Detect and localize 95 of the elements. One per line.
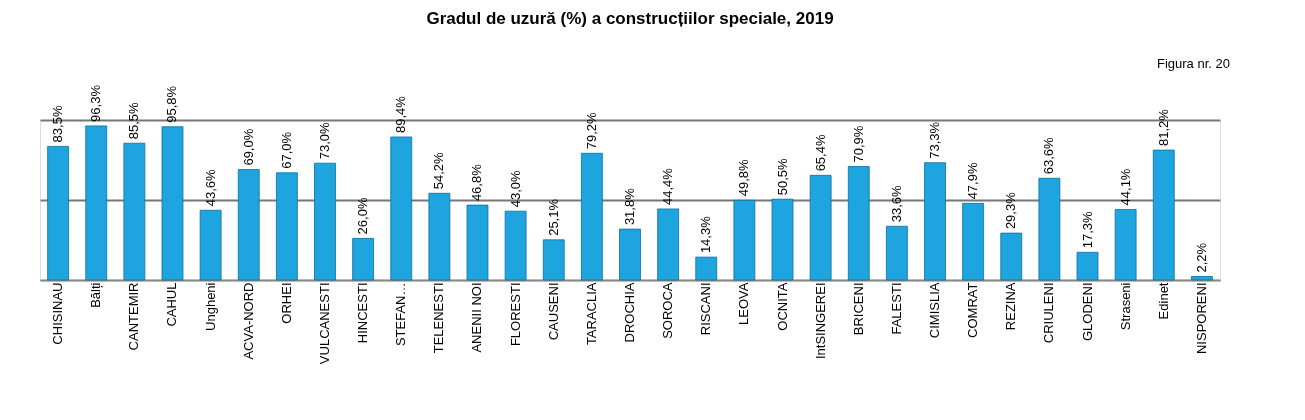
bar bbox=[542, 239, 565, 281]
bar bbox=[1152, 149, 1175, 281]
bar bbox=[733, 199, 756, 281]
bar bbox=[123, 142, 146, 281]
bar bbox=[809, 174, 832, 281]
bar bbox=[657, 208, 680, 281]
x-tick-label: ORHEI bbox=[278, 282, 294, 324]
x-tick-label: OCNITA bbox=[774, 282, 790, 331]
x-tick-label: Bălți bbox=[88, 282, 104, 308]
x-tick-label: GLODENI bbox=[1079, 282, 1095, 342]
bar bbox=[886, 225, 908, 281]
data-label: 17,3% bbox=[1079, 211, 1095, 249]
x-tick-label: CAHUL bbox=[164, 282, 180, 327]
data-label: 29,3% bbox=[1003, 191, 1019, 230]
data-label: 47,9% bbox=[965, 162, 981, 200]
x-tick-label: IntSINGEREI bbox=[812, 282, 828, 360]
bar bbox=[1114, 209, 1137, 281]
data-label: 65,4% bbox=[812, 134, 828, 172]
data-label: 2,2% bbox=[1193, 242, 1209, 273]
data-label: 43,6% bbox=[202, 168, 218, 207]
bar bbox=[619, 228, 641, 281]
data-label: 83,5% bbox=[50, 105, 66, 143]
x-tick-label: CHISINAU bbox=[50, 282, 66, 345]
data-label: 79,2% bbox=[583, 111, 599, 150]
data-label: 25,1% bbox=[545, 198, 561, 236]
bar bbox=[352, 238, 374, 281]
bar bbox=[47, 146, 69, 281]
bar bbox=[695, 256, 718, 281]
data-label: 96,3% bbox=[88, 84, 104, 122]
bar bbox=[314, 162, 336, 281]
data-label: 49,8% bbox=[736, 159, 752, 197]
x-tick-label: BRICENI bbox=[850, 282, 866, 336]
x-tick-label: DROCHIA bbox=[622, 282, 637, 343]
data-label: 46,8% bbox=[469, 163, 485, 202]
x-tick-label: VULCANESTI bbox=[316, 282, 332, 365]
data-label: 73,0% bbox=[316, 121, 332, 160]
bar bbox=[771, 198, 794, 281]
data-label: 50,5% bbox=[774, 157, 790, 196]
x-tick-label: FALESTI bbox=[888, 282, 904, 335]
data-label: 63,6% bbox=[1041, 136, 1057, 175]
data-label: 89,4% bbox=[393, 95, 409, 133]
x-tick-label: FLORESTI bbox=[507, 282, 523, 347]
data-label: 95,8% bbox=[164, 85, 180, 123]
bar bbox=[1038, 177, 1061, 281]
bar bbox=[390, 136, 413, 281]
x-tick-label: Ungheni bbox=[202, 282, 218, 331]
bar bbox=[962, 202, 985, 281]
x-tick-label: CRIULENI bbox=[1041, 282, 1057, 344]
data-label: 70,9% bbox=[850, 125, 866, 163]
data-label: 69,0% bbox=[240, 128, 256, 166]
bar bbox=[1076, 251, 1099, 281]
data-label: 33,6% bbox=[888, 184, 904, 223]
data-label: 44,1% bbox=[1117, 168, 1133, 206]
bar bbox=[161, 126, 184, 281]
x-tick-label: CIMISLIA bbox=[927, 282, 943, 339]
bar bbox=[847, 166, 870, 281]
bar bbox=[85, 125, 108, 281]
bar bbox=[1191, 276, 1213, 281]
text: Figura nr. 20 bbox=[1157, 56, 1230, 71]
x-tick-label: CANTEMIR bbox=[126, 282, 142, 351]
data-label: 67,0% bbox=[278, 131, 294, 169]
data-label: 43,0% bbox=[507, 169, 523, 208]
data-label: 44,4% bbox=[660, 167, 676, 205]
x-tick-label: LEOVA bbox=[736, 282, 752, 325]
data-label: 26,0% bbox=[355, 197, 371, 235]
bar bbox=[275, 172, 298, 281]
bar bbox=[466, 204, 489, 281]
data-label: 31,8% bbox=[622, 187, 637, 226]
bar bbox=[199, 209, 222, 281]
x-tick-label: NISPORENI bbox=[1193, 282, 1209, 355]
x-tick-label: ACVA-NORD bbox=[240, 282, 256, 360]
x-tick-label: CAUSENI bbox=[545, 282, 561, 341]
x-tick-label: ANENII NOI bbox=[469, 282, 485, 353]
x-tick-label: TARACLIA bbox=[583, 282, 599, 346]
data-label: 85,5% bbox=[126, 101, 142, 140]
x-tick-label: STEFAN… bbox=[393, 282, 409, 347]
x-tick-label: HINCESTI bbox=[355, 282, 371, 344]
x-tick-label: COMRAT bbox=[965, 282, 981, 338]
bar bbox=[1000, 232, 1023, 281]
data-label: 54,2% bbox=[431, 151, 447, 190]
x-tick-label: RISCANI bbox=[698, 282, 714, 336]
bar bbox=[237, 169, 260, 281]
x-tick-label: REZINA bbox=[1003, 282, 1019, 331]
x-tick-label: TELENESTI bbox=[431, 282, 447, 354]
bar bbox=[504, 210, 527, 281]
x-tick-label: SOROCA bbox=[660, 282, 676, 339]
bar bbox=[924, 162, 946, 281]
bar bbox=[428, 192, 451, 281]
data-label: 73,3% bbox=[927, 121, 943, 159]
bar bbox=[580, 152, 603, 281]
data-label: 81,2% bbox=[1155, 108, 1171, 147]
x-tick-label: Edinet bbox=[1155, 282, 1171, 320]
chart-title: Gradul de uzură (%) a construcțiilor speciale, 2019 bbox=[426, 9, 834, 28]
data-label: 14,3% bbox=[698, 215, 714, 254]
x-tick-label: Straseni bbox=[1117, 282, 1133, 331]
